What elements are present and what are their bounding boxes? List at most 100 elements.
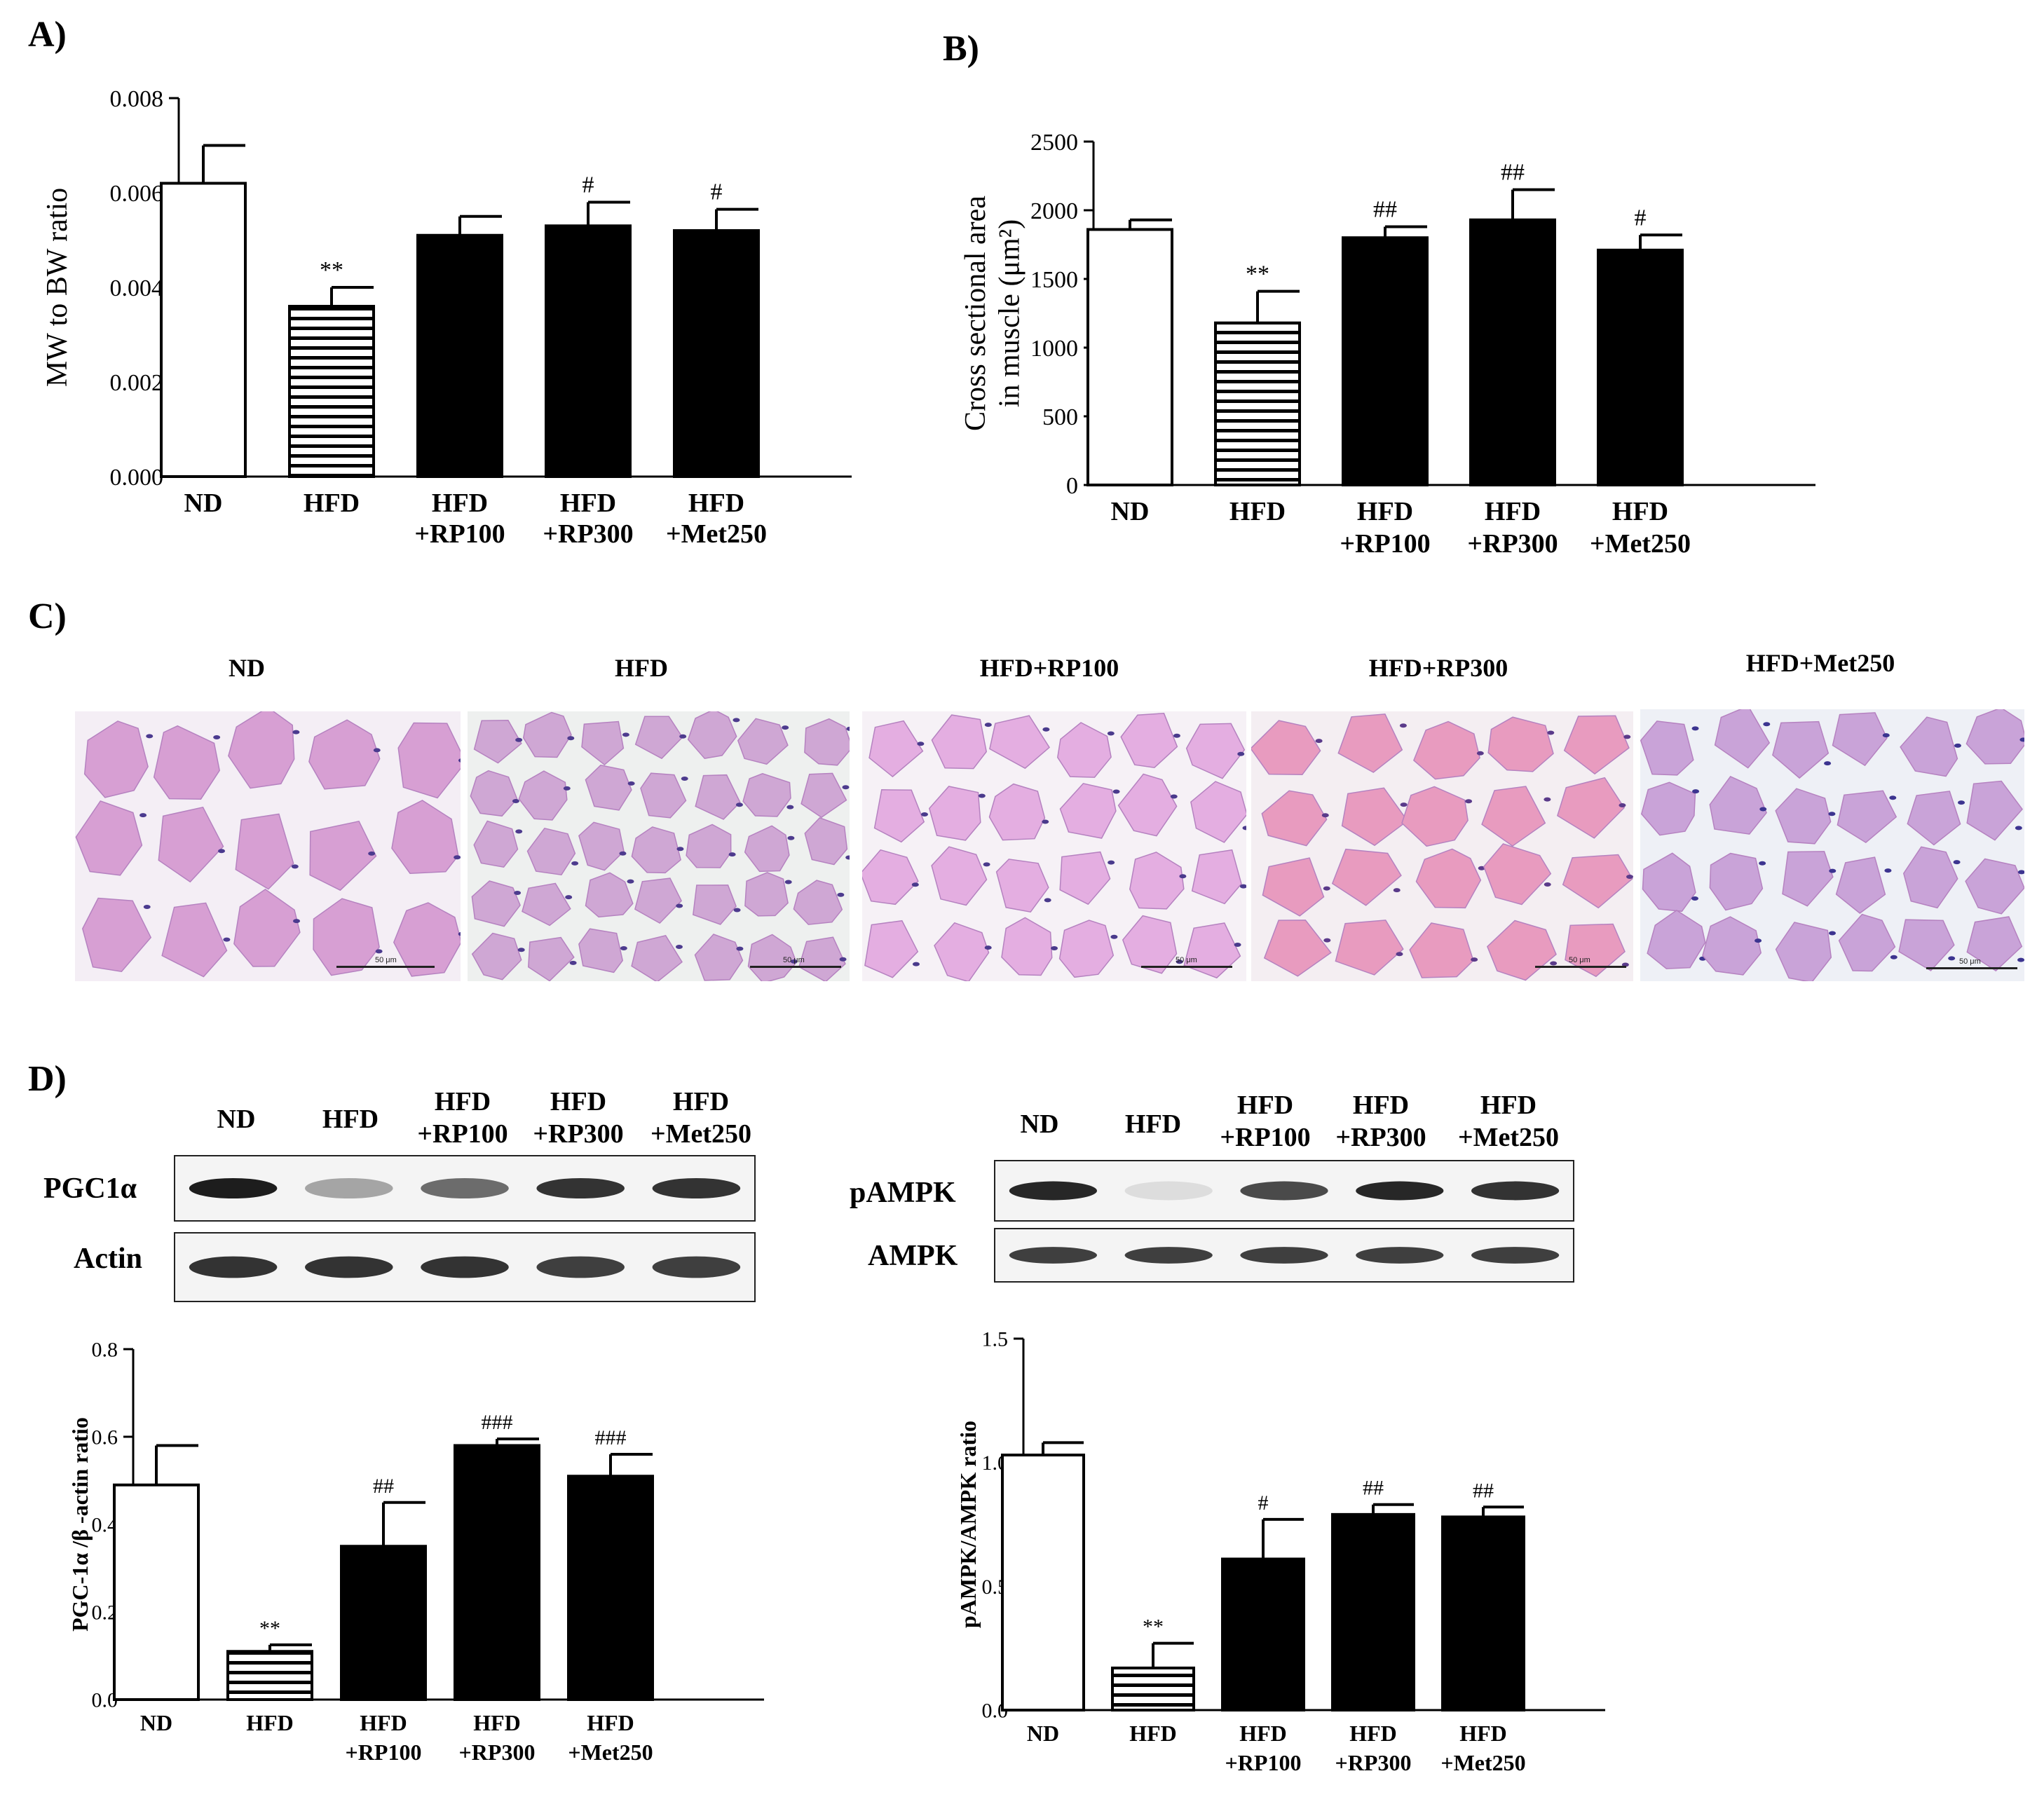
nucleus <box>1315 739 1323 744</box>
y-tick-label: 1000 <box>1030 336 1078 362</box>
muscle-fiber <box>631 826 681 874</box>
significance-label: # <box>582 172 594 198</box>
muscle-fiber <box>578 928 624 973</box>
muscle-fiber <box>1775 922 1832 981</box>
significance-label: ** <box>259 1617 280 1640</box>
muscle-fiber <box>1191 849 1242 905</box>
muscle-fiber <box>1562 854 1633 909</box>
blot-band <box>536 1256 625 1278</box>
muscle-fiber <box>153 725 220 800</box>
bar <box>416 233 503 478</box>
nucleus <box>368 851 376 856</box>
bar <box>1214 321 1301 486</box>
x-tick-label: ND <box>140 1710 172 1735</box>
muscle-fiber <box>744 825 790 873</box>
muscle-fiber <box>1487 716 1554 772</box>
blot-row-label-pampk: pAMPK <box>850 1177 956 1209</box>
y-tick-label: 0.002 <box>110 370 164 396</box>
muscle-fiber <box>1487 920 1557 981</box>
muscle-fiber <box>1900 716 1958 777</box>
significance-label: ** <box>1246 261 1269 287</box>
muscle-fiber <box>931 846 988 906</box>
muscle-fiber <box>804 718 850 766</box>
muscle-fiber <box>1409 922 1474 978</box>
nucleus <box>1465 799 1473 804</box>
nucleus <box>911 882 919 887</box>
muscle-fiber <box>1481 786 1546 847</box>
nucleus <box>1691 896 1698 901</box>
blot-header: HFD <box>1124 1109 1182 1139</box>
blot-band <box>1471 1181 1560 1201</box>
muscle-fiber <box>1413 720 1480 780</box>
muscle-fiber <box>1775 788 1832 845</box>
bar <box>545 224 632 478</box>
muscle-fiber <box>1001 917 1053 976</box>
nucleus <box>1108 860 1115 865</box>
blot-row-label-pgc1a: PGC1α <box>43 1173 137 1205</box>
muscle-fiber <box>82 897 152 973</box>
muscle-fiber <box>1262 857 1325 917</box>
muscle-fiber <box>1832 712 1888 767</box>
scale-bar <box>750 966 841 968</box>
x-tick-label: HFD <box>304 488 360 518</box>
muscle-fiber <box>692 884 737 925</box>
bar <box>567 1475 654 1701</box>
nucleus <box>627 781 635 786</box>
blot-header: ND <box>1020 1109 1059 1139</box>
blot-band <box>421 1256 509 1278</box>
nucleus <box>837 892 845 897</box>
panel-label-d: D) <box>28 1059 67 1099</box>
muscle-fiber <box>1557 777 1626 839</box>
blot-header: HFD +RP100 <box>1220 1091 1311 1152</box>
nucleus <box>784 880 792 884</box>
blot-header: HFD +RP100 <box>417 1087 508 1149</box>
significance-label: # <box>1635 205 1647 231</box>
significance-label: ## <box>1373 197 1397 223</box>
muscle-fiber <box>228 711 295 789</box>
histo-title-hfd-met250: HFD+Met250 <box>1745 649 1895 677</box>
scale-bar <box>1141 966 1232 968</box>
blot-header: ND <box>217 1105 256 1134</box>
muscle-fiber <box>934 922 990 981</box>
nucleus <box>293 919 301 924</box>
histo-title-hfd-rp100: HFD+RP100 <box>979 654 1119 682</box>
nucleus <box>1478 866 1485 870</box>
nucleus <box>1179 874 1187 879</box>
significance-label: ## <box>1473 1479 1494 1502</box>
nucleus <box>978 793 986 798</box>
chart-a: 0.000 0.002 0.004 0.006 0.008 MW to BW ratio N… <box>41 86 852 549</box>
muscle-fiber <box>744 872 789 917</box>
blot-band <box>1009 1247 1098 1264</box>
nucleus <box>619 851 627 856</box>
blot-band <box>652 1256 741 1278</box>
nucleus <box>1042 727 1050 732</box>
nucleus <box>1953 860 1961 865</box>
muscle-fiber <box>1190 781 1246 843</box>
chart-b: 0 500 1000 1500 2000 2500 Cross sectional area… <box>960 130 1815 559</box>
nucleus <box>2019 737 2024 742</box>
x-tick-label: ND <box>184 488 223 518</box>
muscle-fiber <box>1331 848 1402 906</box>
bar <box>1221 1557 1305 1712</box>
blot-band <box>1356 1181 1444 1201</box>
muscle-fiber <box>1640 781 1696 836</box>
bar <box>1111 1666 1195 1711</box>
x-tick-label: HFD +Met250 <box>1590 497 1691 559</box>
blot-band <box>1356 1247 1444 1264</box>
muscle-fiber <box>158 806 224 883</box>
muscle-fiber <box>1415 848 1482 909</box>
muscle-fiber <box>1057 722 1112 778</box>
nucleus <box>1828 812 1836 816</box>
x-tick-label: HFD <box>1129 1721 1177 1746</box>
histology-image-nd <box>75 711 461 981</box>
muscle-fiber <box>737 718 789 765</box>
blot-strip-actin <box>174 1232 756 1302</box>
blot-band <box>189 1177 278 1199</box>
muscle-fiber <box>1337 713 1403 773</box>
muscle-fiber <box>793 880 843 925</box>
significance-label: ## <box>373 1475 394 1498</box>
nucleus <box>515 829 523 834</box>
x-tick-label: HFD +Met250 <box>568 1710 653 1765</box>
significance-label: ## <box>1501 160 1525 186</box>
